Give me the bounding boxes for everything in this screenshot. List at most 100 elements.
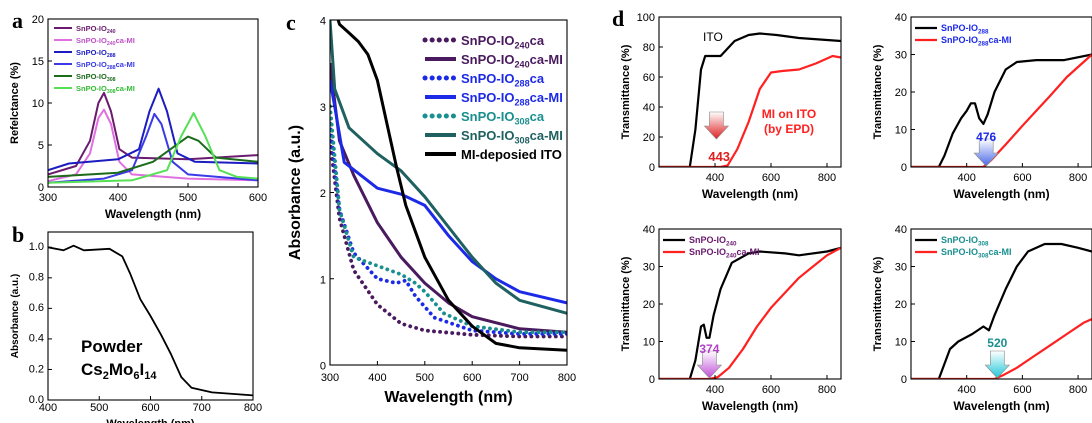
wavelength-arrow-icon [703,111,730,140]
chart-d4: 400 600 800 0 10 20 30 40 Wavelength (nm) Transmi… [872,224,1092,413]
y-tick-label: 0 [901,162,907,174]
series-line-d2-0 [911,53,1092,167]
y-tick-label: 0.0 [29,394,44,406]
epd-label: (by EPD) [764,122,814,136]
x-tick-label: 800 [818,384,836,396]
y-tick-label: 4 [320,16,326,28]
y-tick-label: 20 [895,299,907,311]
series-line-c-4 [330,104,567,335]
x-axis-label: Wavelength (nm) [953,187,1049,201]
y-tick-label: 80 [643,42,655,54]
x-tick-label: 600 [762,172,780,184]
sample-label: Powder [81,337,143,356]
cutoff-value-label: 374 [699,342,719,356]
chart-a: 300 400 500 600 0 5 10 15 20 Wavelength (nm) Refel… [9,8,267,221]
y-tick-label: 0 [320,361,326,373]
series-line-d3-1 [659,246,841,379]
x-tick-label: 800 [558,372,576,384]
x-axis-label: Wavelength (nm) [384,389,512,406]
x-tick-label: 600 [249,192,267,204]
series-line-c-1 [330,62,567,334]
chart-c: 300 400 500 600 700 800 0 1 2 3 4 Wavelength (nm) Ab… [286,10,576,406]
y-tick-label: 30 [643,261,655,273]
series-line-a-2 [48,87,258,172]
legend-label: SnPO-IO288 [941,23,989,35]
chart-d2: 400 600 800 0 10 20 30 40 Wavelength (nm) Transmi… [872,12,1092,201]
x-tick-label: 700 [193,402,211,414]
panel-label-c: c [286,10,296,35]
y-tick-label: 0.4 [29,333,44,345]
y-axis-label: Transmittance (%) [620,256,632,351]
y-tick-label: 5 [38,140,44,152]
y-tick-label: 20 [895,87,907,99]
legend-label: SnPO-IO308ca-MI [461,128,563,145]
y-axis-label: Absorbance (a.u.) [10,274,21,358]
y-axis-label: Transmittance (%) [620,44,632,139]
x-tick-label: 600 [1013,172,1031,184]
y-tick-label: 2 [320,188,326,200]
series-line-b-0 [48,244,253,397]
legend-label: SnPO-IO308ca-MI [76,84,135,95]
panel-label-d: d [612,6,624,31]
legend-label: SnPO-IO240ca-MI [461,52,563,69]
y-tick-label: 1.0 [29,241,44,253]
y-tick-label: 30 [895,49,907,61]
x-tick-label: 800 [1069,384,1087,396]
x-tick-label: 500 [416,372,434,384]
series-line-d3-0 [659,246,841,379]
x-axis-label: Wavelength (nm) [702,399,798,413]
legend-label: SnPO-IO240 [689,235,737,247]
x-tick-label: 400 [706,172,724,184]
panel-label-b: b [12,222,24,247]
wavelength-arrow-icon [973,138,999,167]
y-tick-label: 3 [320,102,326,114]
series-line-a-0 [48,91,258,176]
wavelength-arrow-icon [696,350,723,379]
y-axis-label: Transmittance (%) [872,256,884,351]
series-line-d1-1 [659,54,841,167]
legend-label: SnPO-IO240ca [461,33,545,50]
legend-label: SnPO-IO240ca-MI [689,247,760,259]
y-tick-label: 40 [643,224,655,236]
panel-label-a: a [12,8,23,33]
x-tick-label: 400 [706,384,724,396]
y-axis-label: Absorbance (a.u.) [287,125,304,260]
cutoff-value-label: 520 [987,336,1007,350]
legend-label: SnPO-IO288 [76,48,116,59]
x-tick-label: 800 [1069,172,1087,184]
y-tick-label: 40 [895,12,907,24]
y-tick-label: 0 [38,182,44,194]
chart-b: 400 500 600 700 800 0.0 0.2 0.4 0.6 0.8 1.0 Wavelen… [10,222,262,423]
legend-label: SnPO-IO288ca-MI [941,35,1012,47]
chart-d1: 400 600 800 0 20 40 60 80 100 Wavelength (nm) Tran… [612,6,842,201]
series-line-c-3 [330,80,567,305]
y-tick-label: 10 [895,124,907,136]
x-tick-label: 300 [39,192,57,204]
series-line-d4-0 [911,242,1092,379]
legend-label: SnPO-IO240ca-MI [76,36,135,47]
series-line-a-1 [48,108,258,183]
y-tick-label: 0 [649,374,655,386]
ito-label: ITO [703,30,723,44]
y-tick-label: 0.2 [29,363,44,375]
x-tick-label: 400 [39,402,57,414]
x-tick-label: 400 [958,384,976,396]
y-axis-label: Refelctance (%) [9,62,21,144]
series-line-c-6 [336,20,567,352]
legend-label: SnPO-IO240 [76,24,116,35]
y-tick-label: 40 [895,224,907,236]
x-tick-label: 500 [90,402,108,414]
y-tick-label: 0.6 [29,302,44,314]
x-axis-label: Wavelength (nm) [106,418,195,423]
cutoff-value-label: 443 [708,149,730,164]
y-tick-label: 1 [320,274,326,286]
x-tick-label: 700 [510,372,528,384]
legend-label: SnPO-IO288ca-MI [461,90,563,107]
y-tick-label: 30 [895,261,907,273]
y-tick-label: 60 [643,72,655,84]
y-tick-label: 100 [637,12,655,24]
wavelength-arrow-icon [984,350,1011,379]
series-line-a-5 [48,112,258,184]
x-axis-label: Wavelength (nm) [105,207,201,221]
